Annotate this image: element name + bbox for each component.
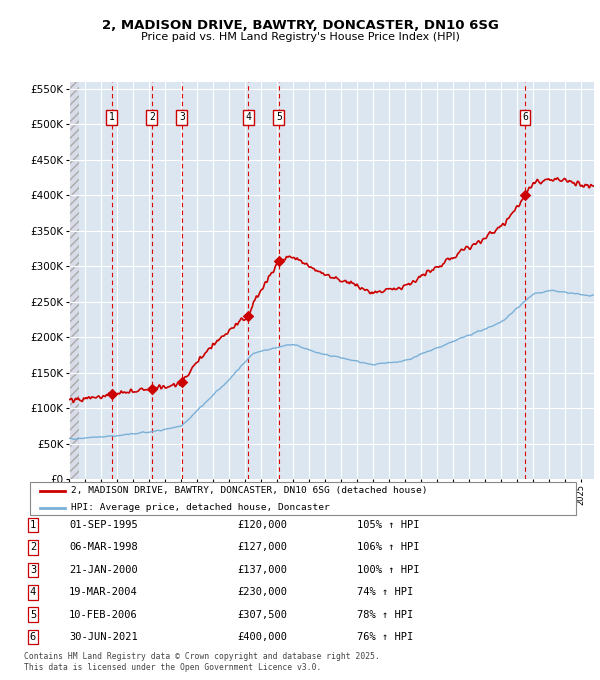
Text: 3: 3	[30, 565, 36, 575]
Text: 105% ↑ HPI: 105% ↑ HPI	[357, 520, 419, 530]
Text: 1: 1	[109, 112, 115, 122]
Point	[177, 377, 187, 388]
Text: 21-JAN-2000: 21-JAN-2000	[69, 565, 138, 575]
Text: 6: 6	[30, 632, 36, 642]
Text: 2: 2	[30, 543, 36, 552]
Text: 4: 4	[245, 112, 251, 122]
Point	[147, 384, 157, 394]
Text: 06-MAR-1998: 06-MAR-1998	[69, 543, 138, 552]
Text: 5: 5	[276, 112, 282, 122]
Point	[244, 311, 253, 322]
Point	[274, 256, 284, 267]
Text: 01-SEP-1995: 01-SEP-1995	[69, 520, 138, 530]
Text: 19-MAR-2004: 19-MAR-2004	[69, 588, 138, 597]
Text: Contains HM Land Registry data © Crown copyright and database right 2025.
This d: Contains HM Land Registry data © Crown c…	[24, 652, 380, 672]
Text: 100% ↑ HPI: 100% ↑ HPI	[357, 565, 419, 575]
Text: £120,000: £120,000	[237, 520, 287, 530]
Text: 74% ↑ HPI: 74% ↑ HPI	[357, 588, 413, 597]
Text: 10-FEB-2006: 10-FEB-2006	[69, 610, 138, 619]
Text: 1: 1	[30, 520, 36, 530]
Text: HPI: Average price, detached house, Doncaster: HPI: Average price, detached house, Donc…	[71, 503, 330, 512]
Text: 4: 4	[30, 588, 36, 597]
Text: 3: 3	[179, 112, 185, 122]
Text: 6: 6	[522, 112, 528, 122]
Point	[520, 190, 530, 201]
Text: 30-JUN-2021: 30-JUN-2021	[69, 632, 138, 642]
Text: £230,000: £230,000	[237, 588, 287, 597]
Point	[107, 389, 116, 400]
Text: Price paid vs. HM Land Registry's House Price Index (HPI): Price paid vs. HM Land Registry's House …	[140, 32, 460, 41]
Text: £127,000: £127,000	[237, 543, 287, 552]
FancyBboxPatch shape	[30, 482, 576, 515]
Bar	[69, 82, 79, 479]
Text: 5: 5	[30, 610, 36, 619]
Text: 78% ↑ HPI: 78% ↑ HPI	[357, 610, 413, 619]
Text: 2, MADISON DRIVE, BAWTRY, DONCASTER, DN10 6SG (detached house): 2, MADISON DRIVE, BAWTRY, DONCASTER, DN1…	[71, 486, 427, 496]
Text: 106% ↑ HPI: 106% ↑ HPI	[357, 543, 419, 552]
Text: 2: 2	[149, 112, 155, 122]
Text: 2, MADISON DRIVE, BAWTRY, DONCASTER, DN10 6SG: 2, MADISON DRIVE, BAWTRY, DONCASTER, DN1…	[101, 18, 499, 32]
Text: £307,500: £307,500	[237, 610, 287, 619]
Text: 76% ↑ HPI: 76% ↑ HPI	[357, 632, 413, 642]
Text: £400,000: £400,000	[237, 632, 287, 642]
Text: £137,000: £137,000	[237, 565, 287, 575]
